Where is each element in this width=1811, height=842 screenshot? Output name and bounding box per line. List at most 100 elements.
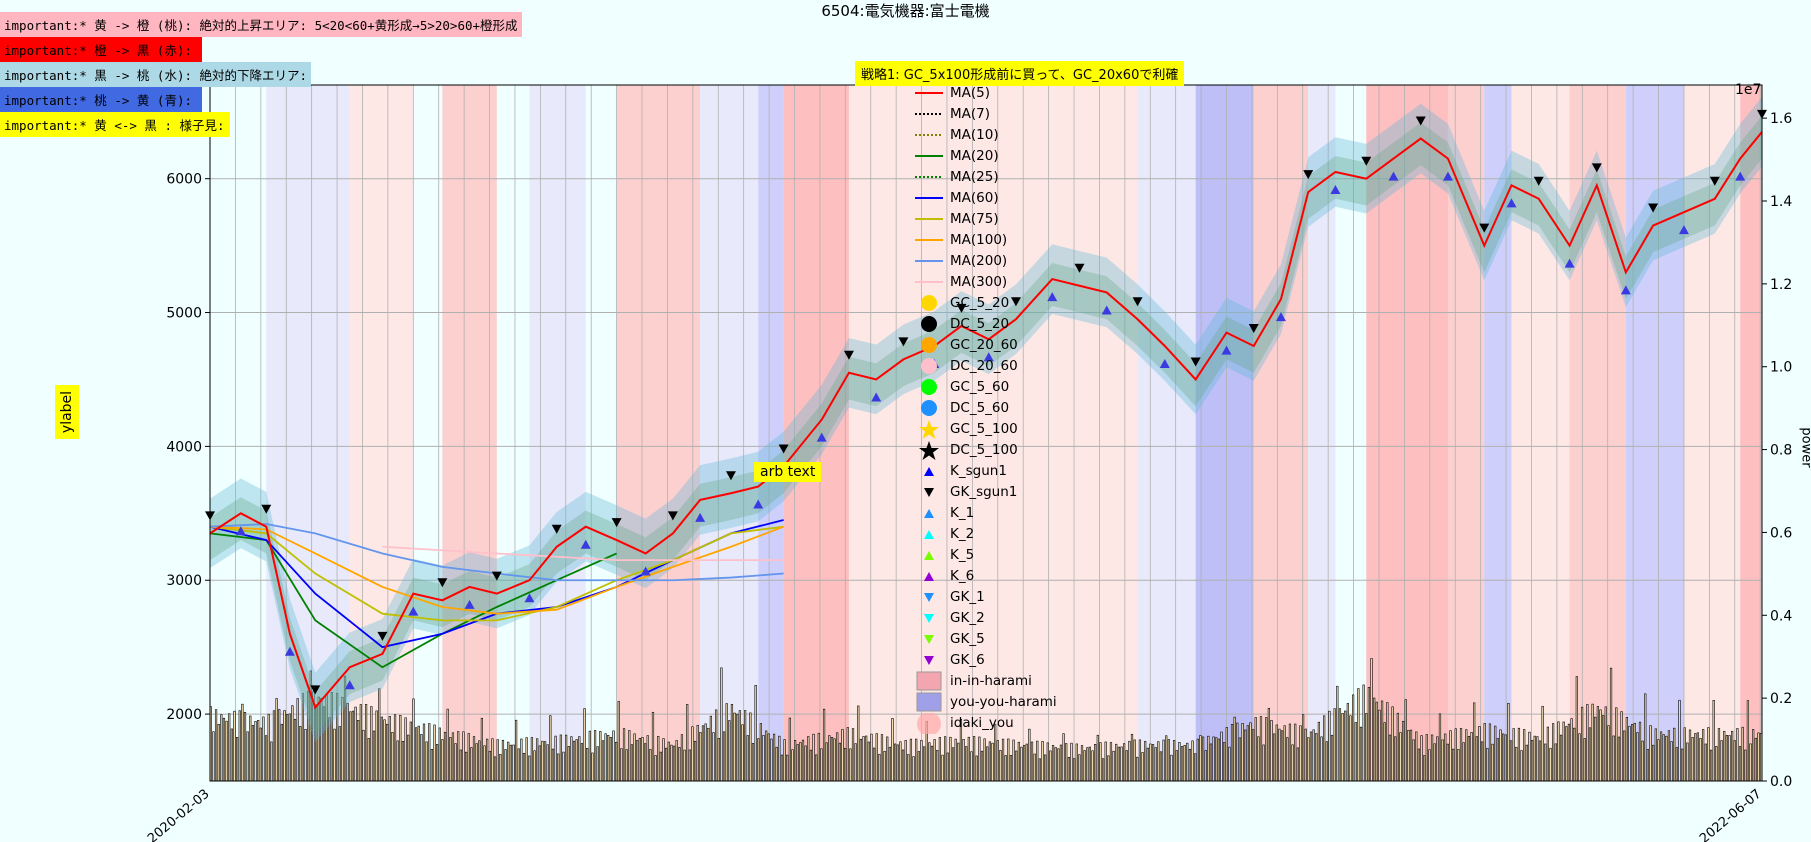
legend-triangle-swatch: [924, 614, 934, 623]
gk-sgun1-marker: [1415, 116, 1426, 126]
volume-bar: [375, 710, 378, 782]
volume-bar: [630, 744, 634, 782]
volume-bar: [622, 728, 626, 782]
gk-sgun1-marker: [725, 471, 736, 481]
volume-bar: [1078, 754, 1081, 782]
volume-bar: [1262, 744, 1265, 782]
volume-bar: [1596, 706, 1599, 782]
legend-swatch: [915, 134, 943, 136]
y2-tick-label: 1.4: [1770, 194, 1792, 210]
volume-bar: [586, 747, 589, 782]
volume-bar: [1452, 748, 1455, 782]
volume-bar: [804, 745, 807, 782]
volume-bar: [691, 726, 694, 782]
lower-band-cloud: [210, 115, 1762, 735]
volume-bar: [486, 738, 489, 782]
gk-sgun1-marker: [843, 350, 854, 360]
volume-bar: [1441, 739, 1444, 782]
volume-bar: [557, 753, 560, 782]
volume-bar: [1541, 705, 1544, 782]
y2-tick-label: 0.4: [1770, 608, 1792, 624]
annotation-pink-yellow: important:* 桃 -> 黄 (青):: [0, 87, 202, 112]
legend-swatch: [924, 488, 934, 497]
background-band: [1740, 85, 1762, 781]
legend-swatch: [915, 260, 943, 262]
volume-bar: [1207, 735, 1210, 782]
volume-bar: [428, 723, 431, 782]
volume-bar: [278, 709, 281, 782]
volume-bar: [633, 733, 636, 782]
volume-bar: [1151, 744, 1155, 782]
volume-bar: [414, 727, 418, 782]
volume-bar: [575, 739, 578, 782]
legend-triangle-swatch: [924, 509, 934, 518]
volume-bar: [765, 730, 768, 782]
volume-bar: [888, 746, 891, 782]
volume-bar: [851, 728, 855, 782]
volume-bar: [1191, 740, 1194, 782]
volume-bar: [1523, 729, 1526, 782]
legend-swatch: [921, 379, 937, 395]
legend-label: K_sgun1: [950, 463, 1007, 479]
volume-bar: [1620, 711, 1623, 782]
volume-bar: [625, 749, 628, 782]
volume-bar: [1667, 730, 1671, 782]
volume-bar: [1115, 743, 1118, 782]
legend-item: MA(200): [907, 251, 1063, 272]
y-tick-label: 5000: [166, 306, 202, 322]
volume-bar: [728, 720, 731, 782]
volume-bar: [1454, 728, 1457, 782]
volume-bar: [509, 744, 512, 782]
volume-bar: [886, 736, 889, 782]
volume-bar: [1233, 716, 1236, 782]
volume-bar: [1238, 737, 1242, 782]
volume-bar: [1128, 740, 1131, 782]
volume-bar: [225, 720, 228, 782]
volume-bar: [1712, 699, 1715, 782]
volume-bar: [1257, 736, 1260, 782]
volume-bar: [1641, 740, 1644, 782]
legend-triangle-swatch: [924, 593, 934, 602]
volume-bar: [491, 738, 494, 782]
volume-bar: [228, 713, 231, 782]
legend-star-swatch: [919, 441, 939, 460]
volume-bar: [1301, 714, 1305, 782]
volume-bar: [865, 735, 868, 782]
volume-bar: [1215, 737, 1218, 782]
volume-bar: [1404, 699, 1407, 782]
volume-bar: [1067, 757, 1070, 782]
legend-triangle-swatch: [924, 635, 934, 644]
volume-bar: [894, 743, 897, 782]
volume-bar: [1444, 733, 1447, 782]
volume-bar: [662, 738, 665, 782]
volume-bar: [541, 740, 544, 782]
arb-text-label: arb text: [754, 462, 822, 482]
volume-bar: [812, 733, 815, 782]
k-sgun1-marker: [1330, 185, 1341, 194]
volume-bar: [1462, 742, 1465, 782]
legend-label: K_2: [950, 526, 975, 542]
volume-bar: [1396, 712, 1399, 782]
k-sgun1-marker: [871, 392, 882, 402]
volume-bar: [1533, 735, 1536, 782]
k-sgun1-marker: [1047, 292, 1058, 302]
legend-item: K_sgun1: [907, 461, 1063, 482]
volume-bar: [1749, 743, 1752, 782]
legend-swatch: [921, 400, 937, 416]
legend-item: GK_sgun1: [907, 482, 1063, 503]
volume-bar: [267, 713, 270, 782]
gk-sgun1-marker: [551, 524, 562, 534]
volume-bar: [770, 738, 773, 782]
volume-bar: [1562, 721, 1565, 782]
volume-bar: [299, 726, 302, 782]
volume-bar: [1338, 708, 1342, 782]
volume-bar: [383, 719, 386, 782]
volume-bar: [1417, 748, 1421, 782]
volume-bar: [449, 737, 452, 782]
legend-label: GC_5_100: [950, 421, 1018, 437]
gk-sgun1-marker: [898, 337, 909, 347]
volume-bar: [1473, 702, 1476, 782]
volume-bar: [286, 714, 289, 782]
volume-bar: [844, 748, 847, 782]
legend-label: idaki_you: [950, 715, 1014, 731]
